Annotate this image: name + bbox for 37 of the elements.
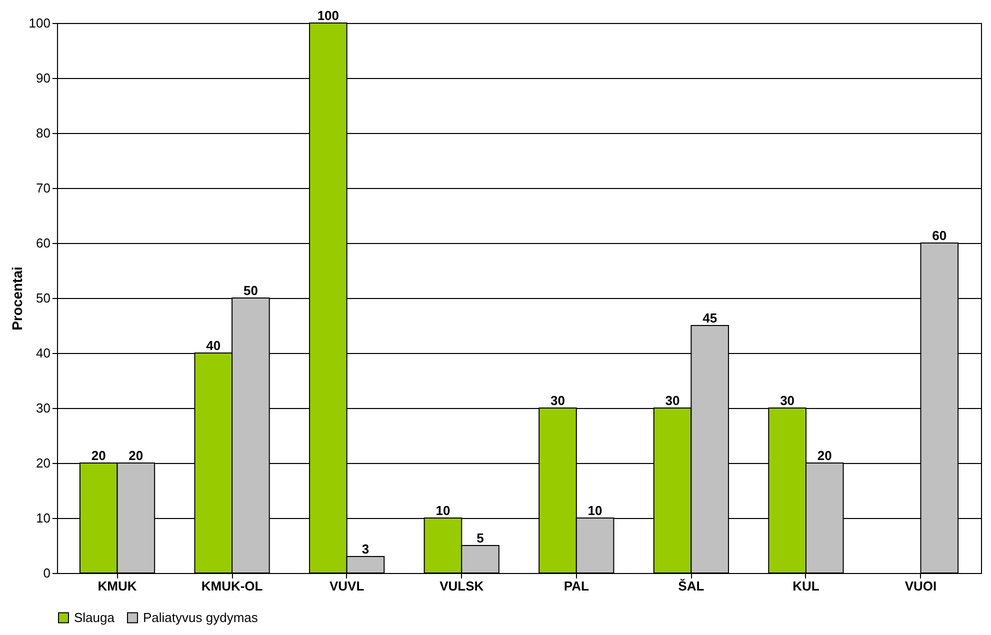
y-tick-label: 60: [36, 236, 50, 250]
x-tick-label: VULSK: [440, 578, 484, 594]
data-label: 30: [665, 393, 680, 408]
y-tick-label: 10: [36, 510, 50, 526]
data-label: 45: [702, 310, 718, 326]
data-label: 40: [206, 338, 221, 353]
y-tick-label: 90: [36, 70, 50, 86]
data-label: 10: [588, 503, 602, 518]
y-tick-label: 100: [28, 16, 50, 30]
y-tick-label: 70: [36, 180, 50, 196]
legend-label: Slauga: [74, 610, 116, 625]
x-tick-label: ŠAL: [678, 578, 704, 594]
legend-label: Paliatyvus gydymas: [143, 610, 258, 625]
data-label: 5: [476, 530, 484, 546]
data-label: 30: [550, 393, 565, 408]
y-axis-title: Procentai: [8, 266, 25, 330]
y-tick-label: 30: [36, 400, 50, 416]
data-label: 10: [436, 503, 450, 518]
x-tick-label: KMUK: [98, 578, 138, 594]
y-tick-label: 80: [36, 126, 50, 140]
x-tick-label: KMUK-OL: [201, 578, 263, 594]
data-label: 30: [780, 393, 795, 408]
y-tick-label: 20: [36, 456, 50, 470]
x-tick-label: VUVL: [329, 578, 364, 594]
data-label: 100: [317, 8, 340, 23]
x-tick-label: VUOI: [904, 578, 937, 594]
x-tick-label: PAL: [564, 578, 589, 594]
data-label: 50: [243, 283, 258, 298]
x-tick-label: KUL: [792, 578, 820, 594]
data-label: 20: [91, 448, 106, 463]
data-label: 20: [128, 448, 144, 463]
y-tick-label: 50: [36, 290, 50, 306]
data-label: 20: [817, 448, 832, 463]
y-tick-label: 0: [43, 566, 50, 580]
data-label: 60: [932, 228, 947, 243]
data-label: 3: [362, 542, 370, 556]
y-tick-label: 40: [36, 346, 50, 360]
